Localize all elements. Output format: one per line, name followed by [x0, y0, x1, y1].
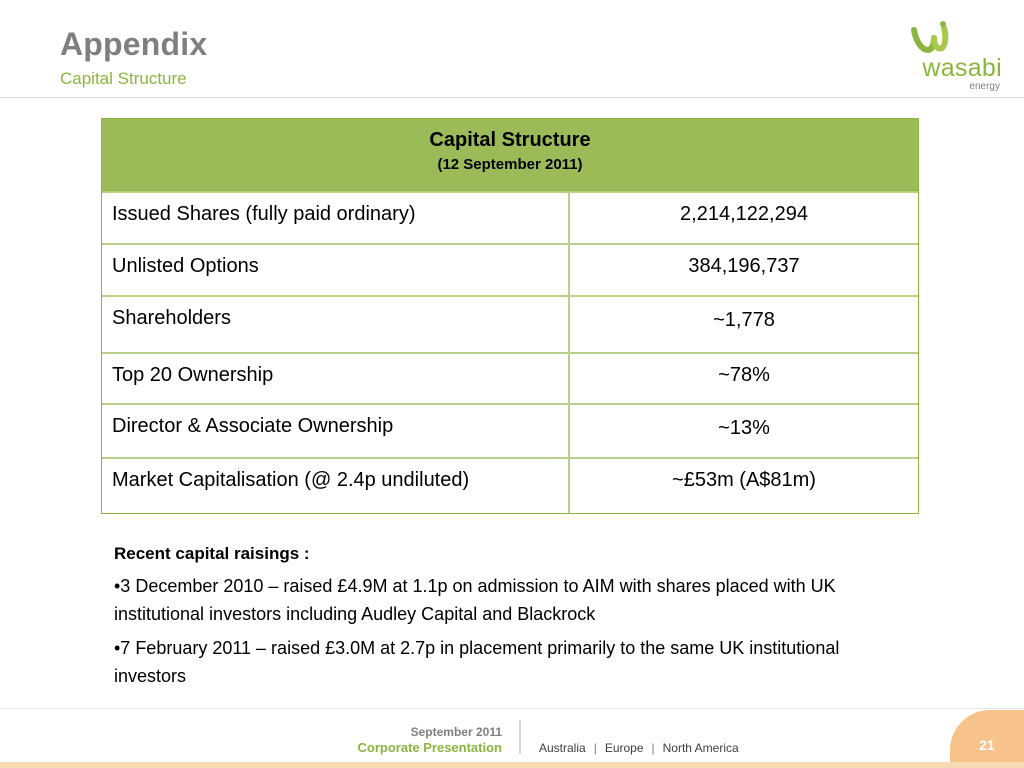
table-row: Director & Associate Ownership ~13%	[102, 403, 918, 457]
wasabi-logo: wasabi energy	[906, 20, 1006, 92]
footer-date: September 2011	[410, 725, 502, 739]
capital-raisings-notes: Recent capital raisings : •3 December 20…	[114, 540, 894, 696]
region-europe: Europe	[604, 741, 644, 755]
footer-presentation-label: Corporate Presentation	[357, 740, 502, 755]
list-item: •7 February 2011 – raised £3.0M at 2.7p …	[114, 638, 840, 686]
table-date: (12 September 2011)	[437, 156, 583, 173]
row-value: ~13%	[718, 417, 770, 439]
logo-tagline: energy	[969, 81, 1000, 92]
page-number: 21	[979, 737, 995, 753]
footer-regions: Australia | Europe | North America	[539, 741, 739, 755]
list-item: •3 December 2010 – raised £4.9M at 1.1p …	[114, 576, 836, 624]
header-divider	[0, 97, 1024, 98]
logo-wordmark: wasabi	[922, 54, 1002, 82]
row-value: 384,196,737	[688, 255, 800, 277]
wasabi-leaf-icon	[911, 21, 949, 54]
page-subtitle: Capital Structure	[60, 69, 187, 88]
table-row: Top 20 Ownership ~78%	[102, 352, 918, 403]
table-row: Unlisted Options 384,196,737	[102, 243, 918, 295]
table-row: Market Capitalisation (@ 2.4p undiluted)…	[102, 457, 918, 513]
region-australia: Australia	[539, 741, 586, 755]
table-title: Capital Structure	[429, 129, 591, 151]
row-label: Shareholders	[102, 297, 570, 352]
table-row: Issued Shares (fully paid ordinary) 2,21…	[102, 191, 918, 243]
row-value: ~78%	[718, 364, 770, 386]
row-label: Director & Associate Ownership	[102, 405, 570, 457]
region-separator: |	[651, 741, 655, 755]
row-value: ~1,778	[713, 309, 775, 331]
region-north-america: North America	[662, 741, 739, 755]
footer-band	[0, 762, 1024, 768]
row-label: Market Capitalisation (@ 2.4p undiluted)	[102, 459, 570, 513]
row-label: Unlisted Options	[102, 245, 570, 295]
notes-heading: Recent capital raisings :	[114, 544, 310, 563]
table-row: Shareholders ~1,778	[102, 295, 918, 352]
region-separator: |	[593, 741, 597, 755]
table-header: Capital Structure (12 September 2011)	[102, 119, 918, 191]
capital-structure-table: Capital Structure (12 September 2011) Is…	[101, 118, 919, 514]
row-label: Top 20 Ownership	[102, 354, 570, 403]
footer-divider	[0, 708, 1024, 709]
page-title: Appendix	[60, 26, 208, 62]
row-value: 2,214,122,294	[680, 203, 808, 225]
footer-vertical-divider	[519, 720, 521, 754]
page-number-tab	[950, 710, 1024, 768]
row-value: ~£53m (A$81m)	[672, 469, 816, 491]
row-label: Issued Shares (fully paid ordinary)	[102, 193, 570, 243]
